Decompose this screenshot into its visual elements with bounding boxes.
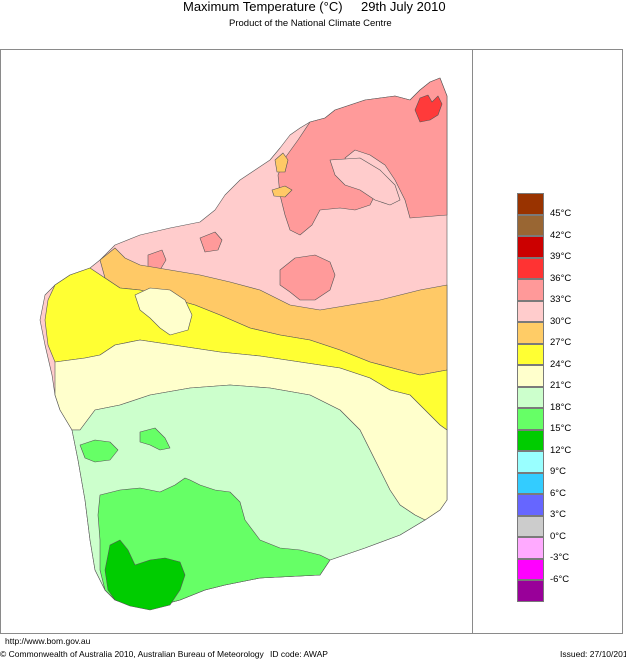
map-title: Maximum Temperature (°C)	[183, 0, 343, 14]
zone-36-39	[414, 94, 443, 123]
legend-swatch	[517, 300, 544, 322]
legend-label: 15°C	[550, 423, 572, 434]
zone-15-18-north2	[139, 427, 171, 451]
legend-label: -3°C	[550, 552, 570, 563]
legend-label: 42°C	[550, 229, 572, 241]
legend-swatch	[517, 558, 544, 580]
legend-swatch	[517, 451, 544, 473]
legend-swatch	[517, 365, 544, 387]
zone-33-36-west2	[147, 249, 167, 271]
legend-swatch	[517, 214, 544, 236]
frame-divider	[472, 49, 473, 633]
legend-swatch	[517, 537, 544, 559]
legend-swatch	[517, 193, 544, 215]
legend-label: 21°C	[550, 380, 572, 391]
zone-27-30-island1	[274, 152, 289, 173]
legend-swatch	[517, 429, 544, 451]
legend-swatch	[517, 472, 544, 494]
legend-swatch	[517, 322, 544, 344]
legend-swatch	[517, 386, 544, 408]
legend-swatch	[517, 257, 544, 279]
legend-label: 33°C	[550, 294, 572, 305]
temperature-map	[39, 77, 448, 611]
copyright-text: © Commonwealth of Australia 2010, Austra…	[0, 649, 264, 659]
zone-33-36-inland	[279, 254, 336, 301]
issued-date: Issued: 27/10/2010	[560, 649, 626, 659]
legend-label: 6°C	[550, 487, 566, 499]
map-frame	[0, 49, 623, 633]
legend-swatch	[517, 408, 544, 430]
legend-label: -6°C	[550, 573, 570, 585]
zone-30-33-inner	[329, 157, 401, 206]
bom-url-link[interactable]: http://www.bom.gov.au	[5, 636, 91, 646]
legend-label: 27°C	[550, 337, 572, 348]
legend-label: 30°C	[550, 315, 572, 327]
zone-33-36-kimberley	[277, 77, 448, 236]
map-header: Maximum Temperature (°C) 29th July 2010 …	[0, 0, 626, 40]
zone-15-18-north1	[79, 439, 119, 463]
id-code: ID code: AWAP	[270, 649, 328, 659]
legend-label: 45°C	[550, 208, 572, 219]
zone-21-24-island	[134, 287, 193, 336]
legend-swatch	[517, 580, 544, 602]
legend-label: 18°C	[550, 401, 572, 413]
legend-label: 3°C	[550, 509, 566, 520]
legend-swatch	[517, 515, 544, 537]
legend-label: 9°C	[550, 466, 566, 477]
zone-12-15	[104, 539, 186, 611]
map-date: 29th July 2010	[361, 0, 446, 14]
legend-swatch	[517, 494, 544, 516]
legend-label: 0°C	[550, 530, 566, 542]
map-subtitle: Product of the National Climate Centre	[229, 18, 392, 29]
legend-swatch	[517, 343, 544, 365]
legend-label: 36°C	[550, 272, 572, 284]
footer-divider	[0, 633, 623, 634]
legend-swatch	[517, 236, 544, 258]
legend-swatch	[517, 279, 544, 301]
zone-27-30-island2	[271, 185, 293, 198]
legend-label: 39°C	[550, 251, 572, 262]
legend-label: 12°C	[550, 444, 572, 456]
zone-33-36-west1	[199, 231, 223, 253]
legend-label: 24°C	[550, 358, 572, 370]
